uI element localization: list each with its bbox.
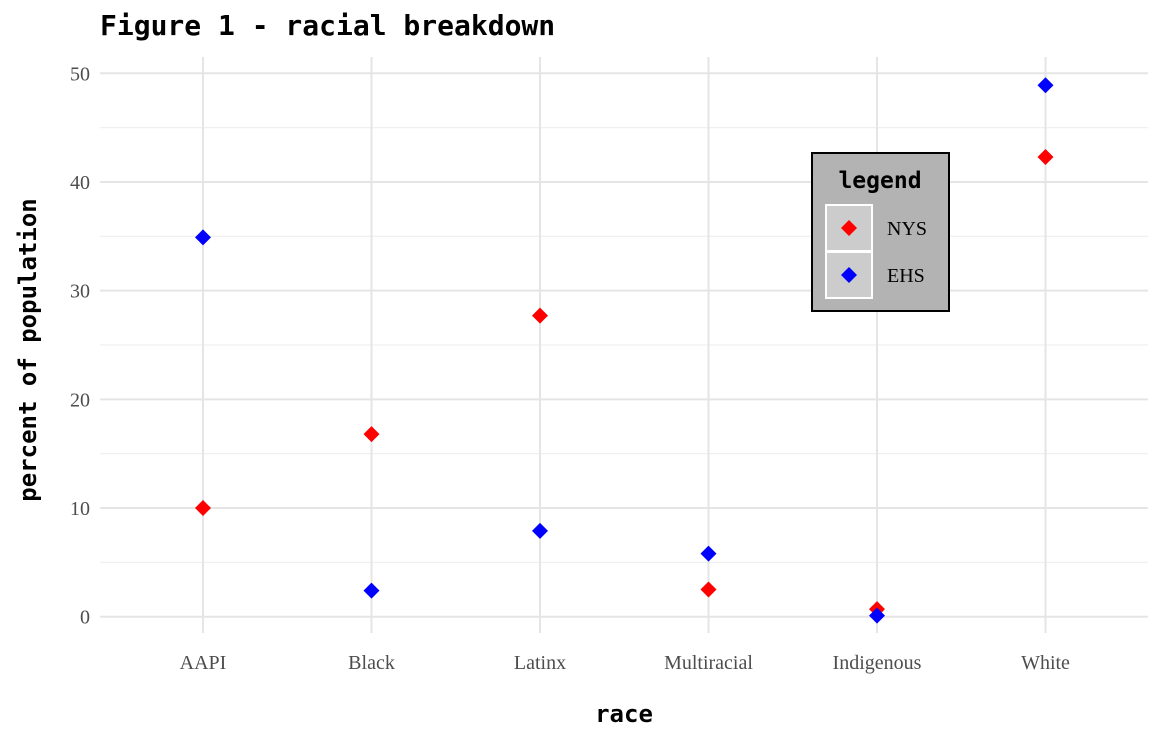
x-axis-title: race — [595, 700, 653, 728]
legend-label: NYS — [887, 218, 927, 240]
x-tick-label: Latinx — [514, 652, 566, 674]
x-tick-label: Multiracial — [664, 652, 753, 674]
x-tick-label: Black — [348, 652, 395, 674]
y-tick-label: 20 — [70, 389, 90, 411]
y-tick-label: 40 — [70, 172, 90, 194]
legend-title: legend — [838, 168, 921, 194]
x-tick-label: White — [1021, 652, 1070, 674]
legend: legend NYS EHS — [811, 152, 950, 312]
y-tick-label: 0 — [80, 607, 90, 629]
x-axis-ticks: AAPI Black Latinx Multiracial Indigenous Whit… — [180, 652, 1070, 674]
data-point-nys — [1037, 148, 1054, 165]
data-point-ehs — [195, 229, 211, 246]
x-tick-label: Indigenous — [833, 652, 922, 674]
y-tick-label: 30 — [70, 281, 90, 303]
legend-items: NYS EHS — [825, 204, 927, 299]
y-tick-label: 10 — [70, 498, 90, 520]
data-point-nys — [195, 500, 211, 517]
legend-label: EHS — [887, 265, 925, 287]
y-axis-title: percent of population — [14, 198, 42, 501]
data-point-ehs — [532, 522, 548, 539]
data-point-ehs — [869, 607, 885, 624]
chart-title: Figure 1 - racial breakdown — [100, 9, 555, 42]
legend-marker-ehs — [841, 267, 857, 283]
y-tick-label: 50 — [70, 63, 90, 85]
data-point-ehs — [1037, 77, 1054, 94]
data-point-nys — [532, 307, 548, 324]
data-point-ehs — [700, 545, 717, 562]
y-axis-ticks: 0 10 20 30 40 50 — [70, 63, 90, 628]
grid — [100, 57, 1148, 633]
data-point-nys — [700, 581, 717, 598]
x-tick-label: AAPI — [180, 652, 227, 674]
legend-marker-nys — [841, 220, 857, 236]
data-point-ehs — [363, 582, 380, 599]
data-point-nys — [363, 426, 380, 443]
data-points — [195, 77, 1054, 624]
